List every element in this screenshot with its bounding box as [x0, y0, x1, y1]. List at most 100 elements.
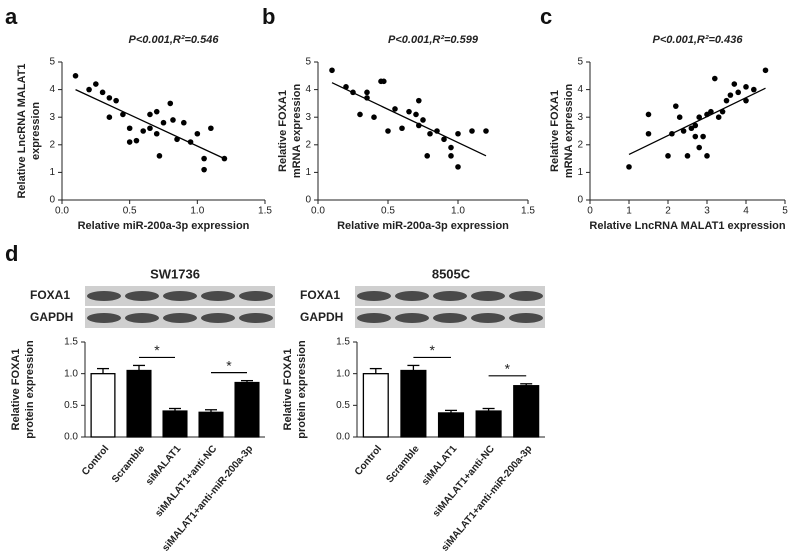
significance-label: * — [154, 342, 160, 358]
point — [483, 128, 489, 134]
bar — [362, 373, 389, 438]
y-tick-label: 0.5 — [336, 400, 350, 411]
point — [684, 153, 691, 159]
point — [160, 119, 167, 126]
point — [448, 144, 454, 151]
point — [99, 89, 106, 96]
point — [735, 89, 741, 96]
chart-title: SW1736 — [150, 266, 200, 281]
blot-band — [239, 313, 273, 323]
point — [201, 155, 207, 162]
y-tick-label: 2 — [305, 139, 311, 150]
fit-line — [331, 82, 487, 157]
y-tick-label: 5 — [577, 57, 583, 68]
bar — [234, 381, 260, 438]
point — [181, 119, 187, 126]
point — [357, 111, 363, 118]
point — [153, 130, 160, 137]
x-tick-label: 1.5 — [258, 206, 272, 217]
blot-band — [471, 313, 505, 323]
point — [133, 137, 140, 144]
blot-band — [201, 291, 235, 301]
y-axis-label: protein expression — [296, 340, 308, 439]
point — [427, 130, 433, 137]
point — [120, 111, 126, 118]
point — [126, 139, 133, 145]
point — [692, 133, 699, 140]
chart-title: P<0.001,R²=0.599 — [388, 34, 479, 46]
blot-label: FOXA1 — [30, 288, 70, 302]
x-tick-label: 0.5 — [381, 206, 395, 217]
x-tick-label: 0.5 — [123, 206, 137, 217]
significance-label: * — [505, 361, 511, 377]
y-tick-label: 0.0 — [64, 432, 78, 443]
point — [106, 114, 113, 120]
y-tick-label: 1 — [49, 167, 55, 178]
x-tick-label: 0 — [587, 206, 593, 217]
blot-band — [125, 291, 159, 301]
blot-band — [433, 313, 467, 323]
point — [381, 78, 387, 85]
x-tick-label: siMALAT1 — [144, 443, 184, 487]
point — [708, 108, 714, 115]
point — [751, 86, 757, 93]
point — [156, 153, 163, 159]
point — [201, 166, 207, 173]
y-axis-label: mRNA expression — [291, 84, 303, 179]
point — [385, 128, 391, 134]
x-tick-label: Scramble — [110, 443, 148, 485]
blot-band — [163, 313, 197, 323]
point — [153, 108, 160, 115]
blot-band — [125, 313, 159, 323]
point — [455, 130, 461, 137]
panel-label: c — [540, 4, 552, 29]
point — [448, 153, 454, 159]
x-tick-label: Control — [80, 443, 111, 477]
significance-label: * — [429, 342, 435, 358]
point — [194, 130, 201, 137]
point — [688, 125, 695, 132]
point — [469, 128, 475, 134]
blot-band — [239, 291, 273, 301]
point — [743, 97, 749, 104]
y-axis-label: mRNA expression — [563, 84, 575, 179]
y-tick-label: 5 — [49, 57, 55, 68]
bar — [475, 410, 502, 438]
y-tick-label: 3 — [577, 112, 583, 123]
blot-label: GAPDH — [300, 310, 343, 324]
y-tick-label: 0.5 — [64, 400, 78, 411]
point — [455, 164, 461, 170]
blot-band — [471, 291, 505, 301]
point — [731, 81, 738, 87]
y-tick-label: 0 — [49, 195, 55, 206]
point — [676, 114, 683, 120]
point — [416, 97, 422, 104]
point — [645, 111, 652, 118]
point — [626, 164, 632, 170]
bar — [400, 369, 427, 438]
point — [441, 136, 447, 143]
point — [399, 125, 405, 132]
y-tick-label: 3 — [49, 112, 55, 123]
point — [147, 125, 153, 132]
blot-band — [433, 291, 467, 301]
point — [743, 84, 749, 90]
blot-band — [201, 313, 235, 323]
fit-line — [628, 87, 766, 156]
x-tick-label: siMALAT1 — [420, 443, 460, 487]
point — [208, 125, 214, 132]
y-tick-label: 1.0 — [336, 368, 350, 379]
y-tick-label: 1 — [577, 167, 583, 178]
blot-band — [509, 313, 543, 323]
blot-band — [395, 313, 429, 323]
x-tick-label: Scramble — [384, 443, 422, 485]
y-axis-label: Relative FOXA1 — [277, 90, 289, 172]
point — [170, 117, 176, 123]
point — [665, 153, 671, 159]
y-tick-label: 0.0 — [336, 432, 350, 443]
x-tick-label: 4 — [743, 206, 749, 217]
y-tick-label: 1 — [305, 167, 311, 178]
point — [86, 86, 92, 93]
y-tick-label: 1.0 — [64, 368, 78, 379]
blot-band — [87, 291, 121, 301]
